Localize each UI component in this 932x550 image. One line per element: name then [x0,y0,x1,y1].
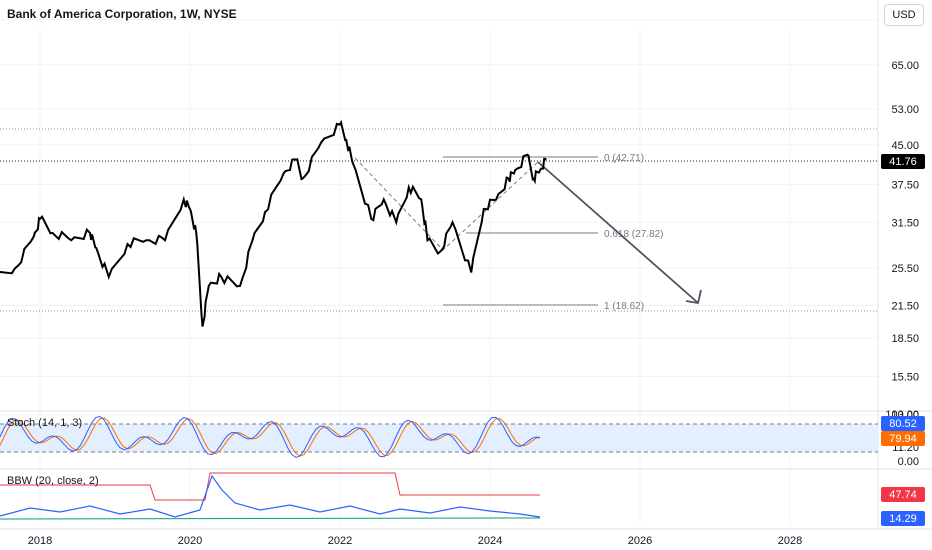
fib-level-label: 0.618 (27.82) [604,229,664,240]
price-tick-label: 21.50 [891,300,919,312]
bbw-upper-line [0,472,540,501]
fib-level-label: 0 (42.71) [604,153,644,164]
stoch-d-line [0,417,541,457]
chart-title: Bank of America Corporation, 1W, NYSE [7,7,237,21]
stoch-label[interactable]: Stoch (14, 1, 3) [7,417,83,429]
currency-button[interactable]: USD [884,4,924,26]
price-tick-label: 37.50 [891,179,919,191]
time-tick-label: 2024 [478,535,502,547]
bbw-line [0,474,541,518]
last-price-badge: 41.76 [881,154,925,169]
bbw-label[interactable]: BBW (20, close, 2) [7,475,99,487]
stoch-k-badge: 80.52 [881,416,925,431]
time-tick-label: 2022 [328,535,352,547]
bbw-upper-badge: 47.74 [881,487,925,502]
price-tick-label: 53.00 [891,104,919,116]
stoch-k-line [0,415,541,459]
time-tick-label: 2018 [28,535,52,547]
bbw-pane [0,472,541,520]
stoch-pane: 100.000.00 [0,409,919,468]
price-tick-label: 31.50 [891,217,919,229]
bbw-value-badge: 14.29 [881,511,925,526]
fib-level-label: 1 (18.62) [604,301,644,312]
stoch-d-badge: 79.94 [881,431,925,446]
time-tick-label: 2028 [778,535,802,547]
time-tick-label: 2026 [628,535,652,547]
price-line [0,119,547,327]
price-tick-label: 45.00 [891,140,919,152]
bbw-lower-line [0,517,541,520]
price-tick-label: 18.50 [891,333,919,345]
arrow-head-icon [685,289,702,305]
price-axis: 80.0065.0053.0045.0037.5031.5025.5021.50… [891,15,919,454]
price-tick-label: 15.50 [891,371,919,383]
projection-arrow-line [537,161,698,303]
time-tick-label: 2020 [178,535,202,547]
price-tick-label: 65.00 [891,60,919,72]
drawing-layer[interactable]: 0 (42.71) 0.618 (27.82) 1 (18.62) [0,128,878,312]
stoch-band [0,424,878,452]
price-tick-label: 25.50 [891,263,919,275]
time-axis: 2018 2020 2022 2024 2026 2028 [0,528,932,547]
stoch-axis-tick: 0.00 [898,456,919,468]
